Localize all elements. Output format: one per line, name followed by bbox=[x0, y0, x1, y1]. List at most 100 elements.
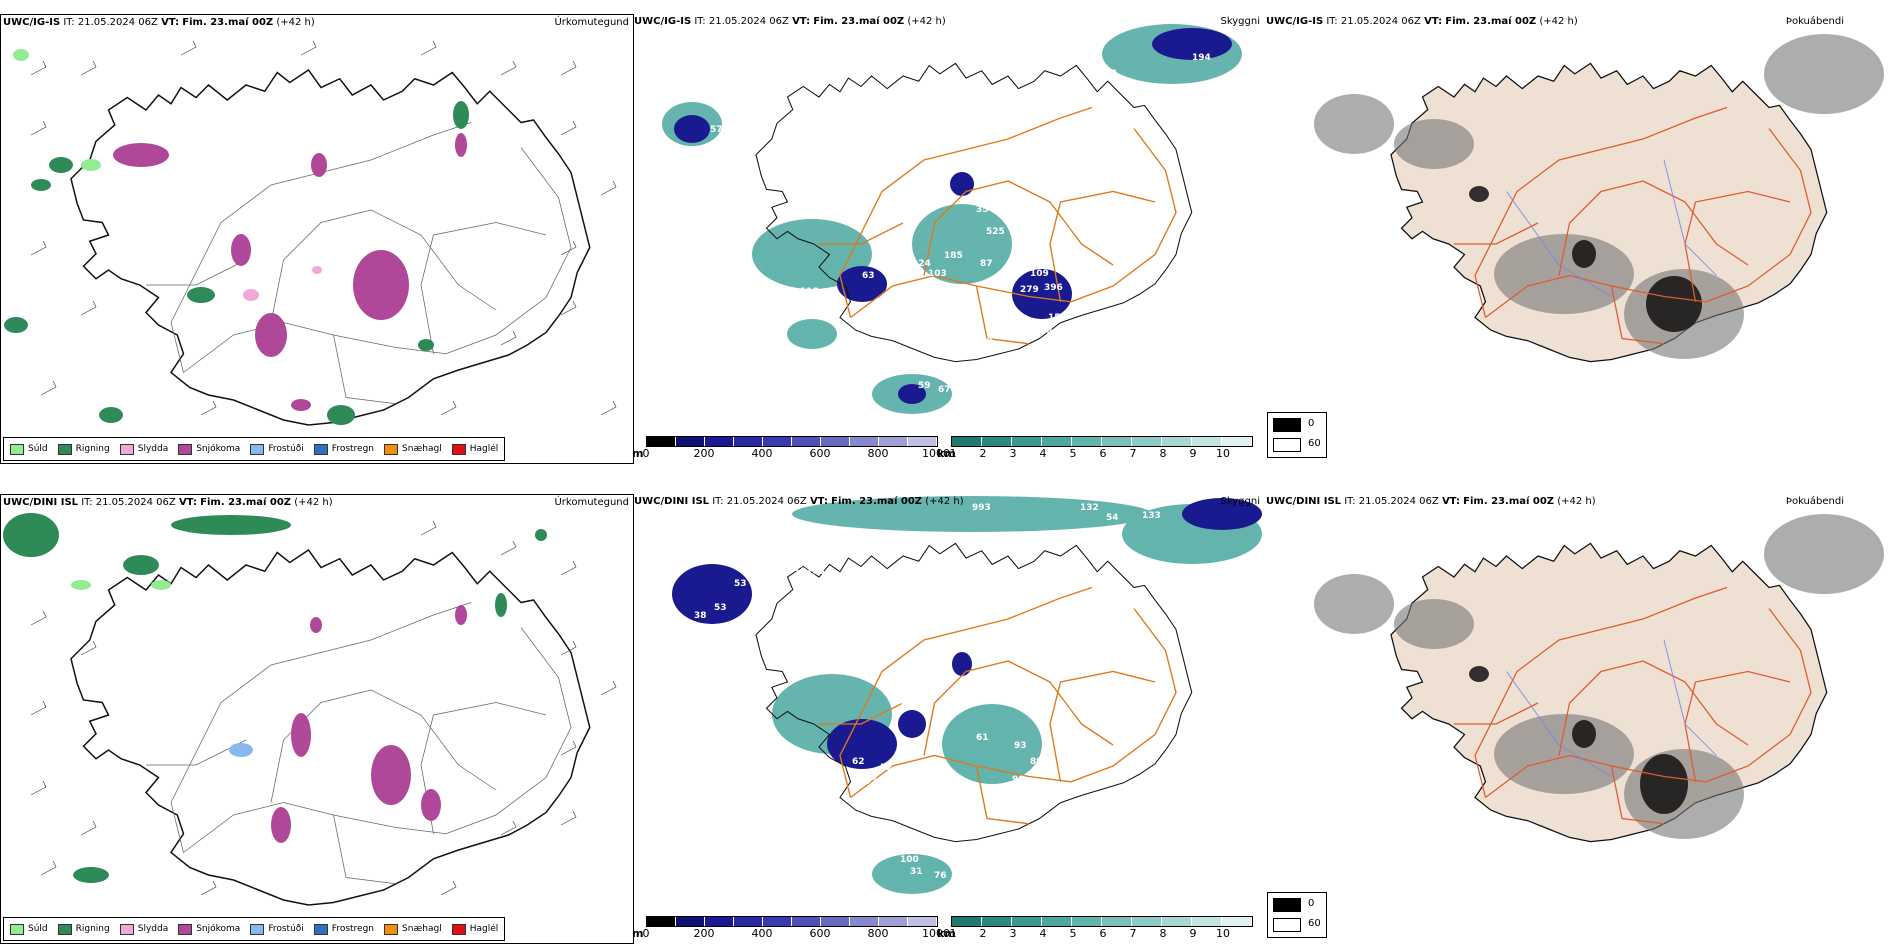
legend-label: Haglél bbox=[469, 444, 499, 454]
colorbar-tick-label: 2 bbox=[979, 927, 987, 940]
visibility-colorbar: km 1 2 3 4 5 6 7 8 9 10 bbox=[937, 434, 1257, 460]
cloud-base-value: 93 bbox=[1014, 741, 1027, 751]
fog-dark-areas bbox=[1469, 666, 1688, 814]
colorbar-segment bbox=[908, 437, 937, 446]
cloud-base-value: 132 bbox=[1080, 503, 1099, 513]
cloud-base-value: 164 bbox=[1034, 327, 1053, 337]
legend-item-1: Rigning bbox=[57, 443, 110, 455]
cloud-base-value: 88 bbox=[908, 797, 921, 807]
cloud-base-value: 58 bbox=[714, 145, 727, 155]
cloud-base-value: 124 bbox=[912, 259, 931, 269]
cloud-base-value: 35 bbox=[976, 205, 989, 215]
cloud-base-value: 103 bbox=[962, 617, 981, 627]
legend-item-3: Snjókoma bbox=[178, 443, 240, 455]
cloud-base-value: 94 bbox=[876, 777, 889, 787]
rain-areas bbox=[3, 513, 547, 883]
cloud-base-value: 574 bbox=[974, 335, 993, 345]
legend-swatch bbox=[313, 923, 328, 935]
legend-label: Frostregn bbox=[331, 444, 375, 454]
precip-panel-row1: UWC/IG-IS IT: 21.05.2024 06Z VT: Fim. 23… bbox=[0, 14, 634, 464]
colorbar-segment bbox=[1192, 437, 1222, 446]
colorbar-segment bbox=[676, 437, 705, 446]
panel-header: UWC/IG-IS IT: 21.05.2024 06Z VT: Fim. 23… bbox=[1266, 16, 1578, 27]
colorbar-segment bbox=[1192, 917, 1222, 926]
colorbar-tick-label: 1000 bbox=[922, 927, 950, 940]
colorbar-segment bbox=[952, 437, 982, 446]
cloud-base-value: 51 bbox=[914, 341, 927, 351]
cloud-base-value: 59 bbox=[918, 381, 931, 391]
colorbar-segment bbox=[1042, 437, 1072, 446]
colorbar-tick-label: 8 bbox=[1159, 447, 1167, 460]
cloud-base-value: 106 bbox=[752, 85, 771, 95]
cloud-base-value: 87 bbox=[980, 259, 993, 269]
legend-swatch bbox=[178, 443, 193, 455]
cloud-base-value: 76 bbox=[934, 871, 947, 881]
fog-legend-high-label: 60 bbox=[1308, 918, 1321, 929]
colorbar-tick-label: 9 bbox=[1189, 927, 1197, 940]
colorbar-segment bbox=[1162, 437, 1192, 446]
panel-title: Úrkomutegund bbox=[554, 497, 629, 508]
colorbar-segment bbox=[1162, 917, 1192, 926]
colorbar-segment bbox=[982, 917, 1012, 926]
legend-item-4: Frostúði bbox=[250, 443, 304, 455]
legend-label: Slydda bbox=[137, 924, 169, 934]
colorbar-segment bbox=[1102, 437, 1132, 446]
legend-item-2: Slydda bbox=[119, 443, 168, 455]
panel-header: UWC/IG-IS IT: 21.05.2024 06Z VT: Fim. 23… bbox=[3, 17, 315, 28]
panel-title: Þokuábendi bbox=[1785, 16, 1844, 27]
legend-label: Rigning bbox=[75, 924, 110, 934]
colorbar-segment bbox=[821, 437, 850, 446]
colorbar-segment bbox=[850, 917, 879, 926]
cloud-base-value: 82 bbox=[1064, 813, 1077, 823]
fog-legend: 0 60 bbox=[1267, 412, 1327, 458]
colorbar-tick-label: 1000 bbox=[922, 447, 950, 460]
fog-legend: 0 60 bbox=[1267, 892, 1327, 938]
cloud-base-value: 62 bbox=[852, 757, 865, 767]
legend-swatch bbox=[10, 443, 24, 455]
cloud-base-value: 118 bbox=[800, 287, 819, 297]
cloud-base-value: 38 bbox=[694, 611, 707, 621]
snow-areas bbox=[271, 605, 467, 843]
legend-label: Rigning bbox=[75, 444, 110, 454]
colorbar-segments bbox=[951, 916, 1253, 927]
height-colorbar: m 0 200 400 600 800 1000 bbox=[632, 434, 950, 460]
cloud-base-value: 159 bbox=[1048, 313, 1067, 323]
colorbar-segment bbox=[1042, 917, 1072, 926]
colorbar-tick-label: 7 bbox=[1129, 447, 1137, 460]
panel-header: UWC/DINI ISL IT: 21.05.2024 06Z VT: Fim.… bbox=[634, 496, 964, 507]
cloud-base-value: 993 bbox=[972, 503, 991, 513]
fog-panel-row2: UWC/DINI ISL IT: 21.05.2024 06Z VT: Fim.… bbox=[1264, 494, 1900, 942]
cloud-base-value: 208 bbox=[1022, 793, 1041, 803]
legend-item-7: Haglél bbox=[451, 923, 498, 935]
drizzle-areas bbox=[71, 580, 171, 590]
fog-legend-low-swatch bbox=[1273, 418, 1301, 432]
colorbar-tick-label: 200 bbox=[693, 927, 715, 940]
cloud-base-value: 396 bbox=[1044, 283, 1063, 293]
legend-item-0: Súld bbox=[10, 443, 48, 455]
colorbar-tick-label: 600 bbox=[809, 927, 831, 940]
cloud-base-value: 127 bbox=[1002, 311, 1021, 321]
legend-swatch bbox=[119, 443, 134, 455]
panel-header: UWC/DINI ISL IT: 21.05.2024 06Z VT: Fim.… bbox=[1266, 496, 1596, 507]
legend-swatch bbox=[10, 923, 24, 935]
legend-swatch bbox=[384, 443, 399, 455]
legend-item-7: Haglél bbox=[451, 443, 499, 455]
colorbar-segment bbox=[952, 917, 982, 926]
colorbar-tick-label: 200 bbox=[693, 447, 715, 460]
legend-label: Súld bbox=[28, 924, 48, 934]
cloud-base-value: 102 bbox=[858, 777, 877, 787]
rain-areas bbox=[4, 101, 469, 425]
colorbar-segment bbox=[1012, 917, 1042, 926]
fog-map bbox=[1314, 34, 1884, 363]
colorbar-segment bbox=[982, 437, 1012, 446]
fog-panel-row1: UWC/IG-IS IT: 21.05.2024 06Z VT: Fim. 23… bbox=[1264, 14, 1900, 462]
colorbar-segment bbox=[1132, 437, 1162, 446]
colorbar-segment bbox=[821, 917, 850, 926]
legend-swatch bbox=[451, 443, 466, 455]
legend-item-2: Slydda bbox=[119, 923, 169, 935]
cloud-base-value: 53 bbox=[714, 603, 727, 613]
cloud-base-value: 146 bbox=[728, 335, 747, 345]
wind-barbs bbox=[30, 40, 617, 416]
